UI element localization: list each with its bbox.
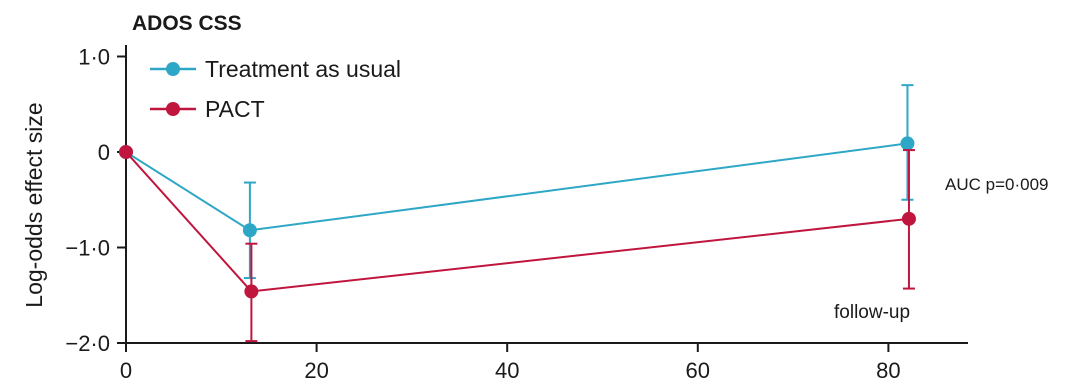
point-treatment-as-usual	[242, 223, 257, 238]
legend-label-treatment-as-usual: Treatment as usual	[205, 56, 401, 82]
series-pact	[119, 145, 916, 343]
point-pact	[119, 145, 133, 159]
y-tick-label: 1·0	[78, 45, 110, 70]
annotation-auc-p-value: AUC p=0·009	[945, 175, 1048, 194]
x-tick-label: 60	[686, 358, 710, 383]
x-tick-label: 80	[876, 358, 900, 383]
line-treatment-as-usual	[125, 142, 908, 232]
annotation-follow-up: follow-up	[834, 302, 910, 323]
y-tick-label: −2·0	[65, 331, 110, 356]
y-tick-label: 0	[98, 140, 110, 165]
plot-series	[119, 84, 916, 343]
y-axis-ticks: 1·0 0 −1·0 −2·0	[65, 45, 126, 356]
legend-marker-pact	[166, 102, 180, 116]
legend: Treatment as usual PACT	[150, 56, 401, 122]
legend-marker-treatment-as-usual	[166, 62, 180, 76]
legend-label-pact: PACT	[205, 96, 265, 122]
chart-title: ADOS CSS	[132, 12, 242, 35]
point-pact	[901, 211, 916, 226]
y-tick-label: −1·0	[65, 236, 110, 261]
x-tick-label: 0	[120, 358, 132, 383]
point-treatment-as-usual	[900, 136, 915, 151]
x-tick-label: 40	[495, 358, 519, 383]
point-pact	[244, 284, 259, 299]
x-tick-label: 20	[304, 358, 328, 383]
y-axis-label: Log-odds effect size	[21, 102, 47, 307]
line-pact	[125, 151, 910, 293]
x-axis-ticks: 0 20 40 60 80	[120, 343, 901, 383]
